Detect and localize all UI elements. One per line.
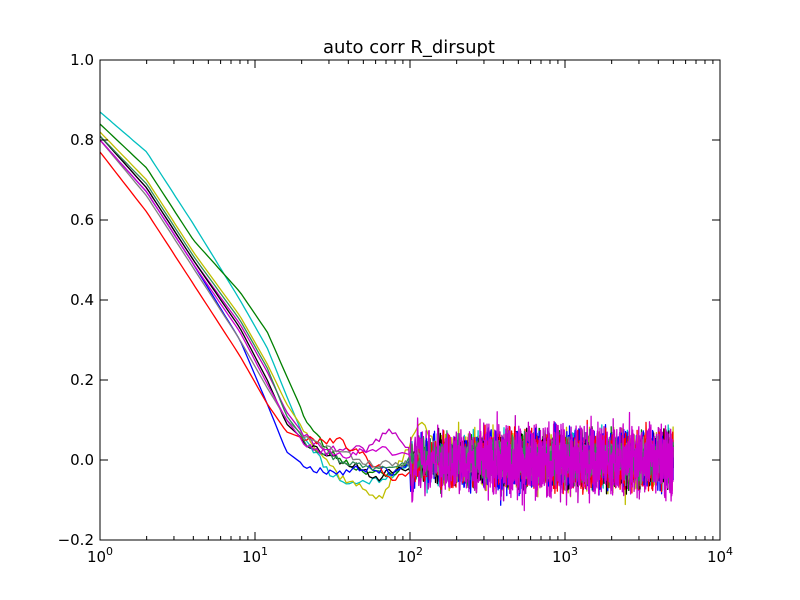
y-tick-label: 0.2 (70, 371, 94, 389)
y-tick-label: 0.6 (70, 211, 94, 229)
y-tick-label: 0.0 (70, 451, 94, 469)
y-tick-label: 0.8 (70, 131, 94, 149)
y-tick-label: −0.2 (58, 531, 94, 549)
label-layer: 100 101 102 103 104 −0.2 0.0 0.2 0.4 0.6 0.8 1.0 (58, 51, 733, 566)
series-line-10 (100, 139, 674, 512)
tick-layer (99, 59, 721, 541)
x-tick-label: 100 (87, 545, 113, 566)
x-tick-label: 103 (552, 545, 578, 566)
series-layer (100, 111, 674, 512)
chart-title: auto corr R_dirsupt (323, 37, 495, 58)
x-tick-label: 104 (707, 545, 733, 566)
x-tick-label: 101 (242, 545, 268, 566)
x-tick-label: 102 (397, 545, 423, 566)
y-tick-label: 1.0 (70, 51, 94, 69)
y-tick-label: 0.4 (70, 291, 94, 309)
